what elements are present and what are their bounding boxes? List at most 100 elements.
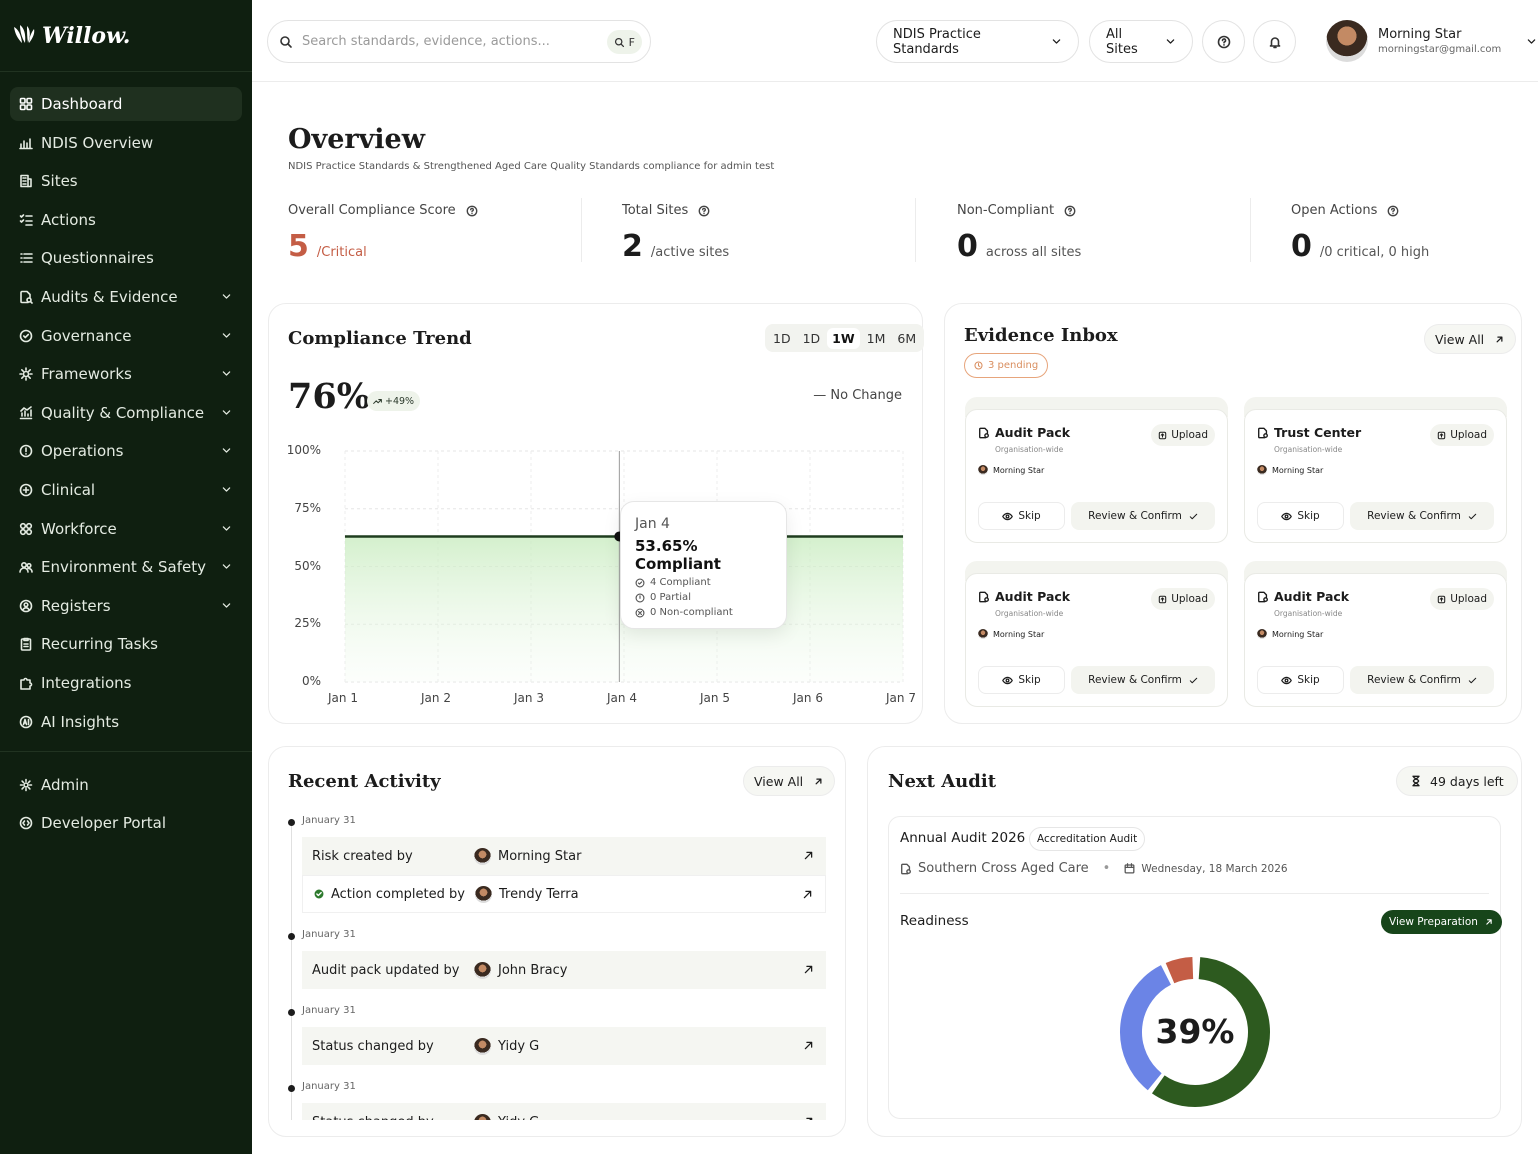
upload-button[interactable]: Upload [1151,424,1215,446]
user-menu[interactable]: Morning Star morningstar@gmail.com [1326,20,1537,62]
help-icon[interactable] [1064,205,1076,217]
skip-button[interactable]: Skip [1257,502,1344,530]
skip-button[interactable]: Skip [978,666,1065,694]
range-1d-alt[interactable]: 1D [802,330,821,346]
person-name: Yidy G [498,1038,540,1054]
activity-row[interactable]: Status changed by Yidy G [302,1027,826,1065]
activity-row[interactable]: Status changed by Yidy G [302,1103,826,1120]
nav-sites[interactable]: Sites [10,164,242,198]
view-preparation-button[interactable]: View Preparation [1381,910,1502,934]
person-name: Trendy Terra [499,886,579,902]
sites-select[interactable]: All Sites [1089,20,1193,63]
list-icon [20,253,33,264]
search-icon [280,35,292,48]
help-icon[interactable] [1387,205,1399,217]
stat-value: 0 [957,229,978,264]
inbox-view-all-button[interactable]: View All [1424,324,1517,354]
stat-suffix: /Critical [316,245,367,260]
search-bar[interactable]: F [267,20,651,63]
document-icon [901,863,911,874]
person-name: Yidy G [498,1115,539,1121]
timeline-dot [288,1085,295,1092]
x-circle-icon [635,608,645,617]
upload-button[interactable]: Upload [1151,588,1215,610]
person-name: Morning Star [498,848,582,864]
nav-frameworks[interactable]: Frameworks [10,357,242,391]
nav-registers[interactable]: Registers [10,589,242,623]
pending-badge: 3 pending [964,353,1049,378]
nav-label: Questionnaires [41,249,154,268]
upload-button[interactable]: Upload [1430,424,1494,446]
nav-label: Integrations [41,673,132,692]
avatar [474,847,491,865]
help-icon[interactable] [466,205,478,217]
nav-admin[interactable]: Admin [10,768,242,802]
nav-ai-insights[interactable]: AI Insights [10,705,242,739]
activity-row[interactable]: Risk created by Morning Star [302,837,826,875]
notifications-button[interactable] [1253,20,1296,63]
skip-button[interactable]: Skip [978,502,1065,530]
audit-site: Southern Cross Aged Care • Wednesday, 18 M… [900,861,1288,876]
activity-date: January 31 [302,1081,356,1092]
nav-actions[interactable]: Actions [10,203,242,237]
nav-recurring-tasks[interactable]: Recurring Tasks [10,627,242,661]
card-body: Audit Pack Organisation-wide Morning Star U… [965,409,1228,543]
main-nav: Dashboard NDIS Overview Sites Actions Qu… [0,72,252,840]
plus-circle-icon [19,483,33,497]
evidence-owner: Morning Star [978,629,1044,639]
activity-view-all-button[interactable]: View All [743,766,836,796]
evidence-title: Audit Pack [978,589,1070,604]
activity-row[interactable]: Action completed by Trendy Terra [302,875,826,913]
range-6m[interactable]: 6M [897,330,917,346]
nav-operations[interactable]: Operations [10,434,242,468]
nav-label: Workforce [41,519,117,538]
readiness-donut [1120,957,1270,1107]
evidence-card: Trust Center Organisation-wide Morning Sta… [1244,397,1507,543]
checklist-icon [19,213,33,226]
chevron-down-icon [222,371,231,376]
review-confirm-button[interactable]: Review & Confirm [1350,666,1494,694]
pending-count: 3 pending [988,360,1039,371]
logo[interactable]: Willow. [0,0,252,72]
upload-button[interactable]: Upload [1430,588,1494,610]
nav-dashboard[interactable]: Dashboard [10,87,242,121]
y-tick-label: 100% [286,443,321,457]
range-1m[interactable]: 1M [866,330,886,346]
activity-text: Status changed by [312,1115,434,1121]
nav-questionnaires[interactable]: Questionnaires [10,241,242,275]
chevron-down-icon [222,410,231,415]
help-icon[interactable] [698,205,710,217]
help-button[interactable] [1202,20,1245,63]
range-1d[interactable]: 1D [773,330,791,346]
nav-label: Frameworks [41,365,132,384]
nav-environment-safety[interactable]: Environment & Safety [10,550,242,584]
review-confirm-button[interactable]: Review & Confirm [1071,502,1215,530]
range-1w[interactable]: 1W [827,327,860,349]
users-icon [19,562,33,573]
nav-label: Admin [41,775,89,794]
evidence-title: Trust Center [1257,425,1361,440]
nav-quality-compliance[interactable]: Quality & Compliance [10,396,242,430]
nav-audits-evidence[interactable]: Audits & Evidence [10,280,242,314]
activity-person: Yidy G [474,1037,540,1055]
nav-integrations[interactable]: Integrations [10,666,242,700]
chevron-down-icon [1052,39,1061,44]
nav-ndis-overview[interactable]: NDIS Overview [10,126,242,160]
framework-select[interactable]: NDIS Practice Standards [876,20,1079,63]
nav-workforce[interactable]: Workforce [10,512,242,546]
stat-label: Total Sites [622,203,689,218]
activity-row[interactable]: Audit pack updated by John Bracy [302,951,826,989]
review-confirm-button[interactable]: Review & Confirm [1350,502,1494,530]
owner-name: Morning Star [993,629,1045,639]
skip-button[interactable]: Skip [1257,666,1344,694]
arrow-up-right-icon [1496,336,1503,342]
search-input[interactable] [302,34,592,49]
nav-governance[interactable]: Governance [10,319,242,353]
review-confirm-label: Review & Confirm [1367,510,1461,522]
nav-developer-portal[interactable]: Developer Portal [10,806,242,840]
review-confirm-button[interactable]: Review & Confirm [1071,666,1215,694]
code-circle-icon [19,816,33,830]
nav-clinical[interactable]: Clinical [10,473,242,507]
activity-date: January 31 [302,815,356,826]
stat-label: Overall Compliance Score [288,203,456,218]
